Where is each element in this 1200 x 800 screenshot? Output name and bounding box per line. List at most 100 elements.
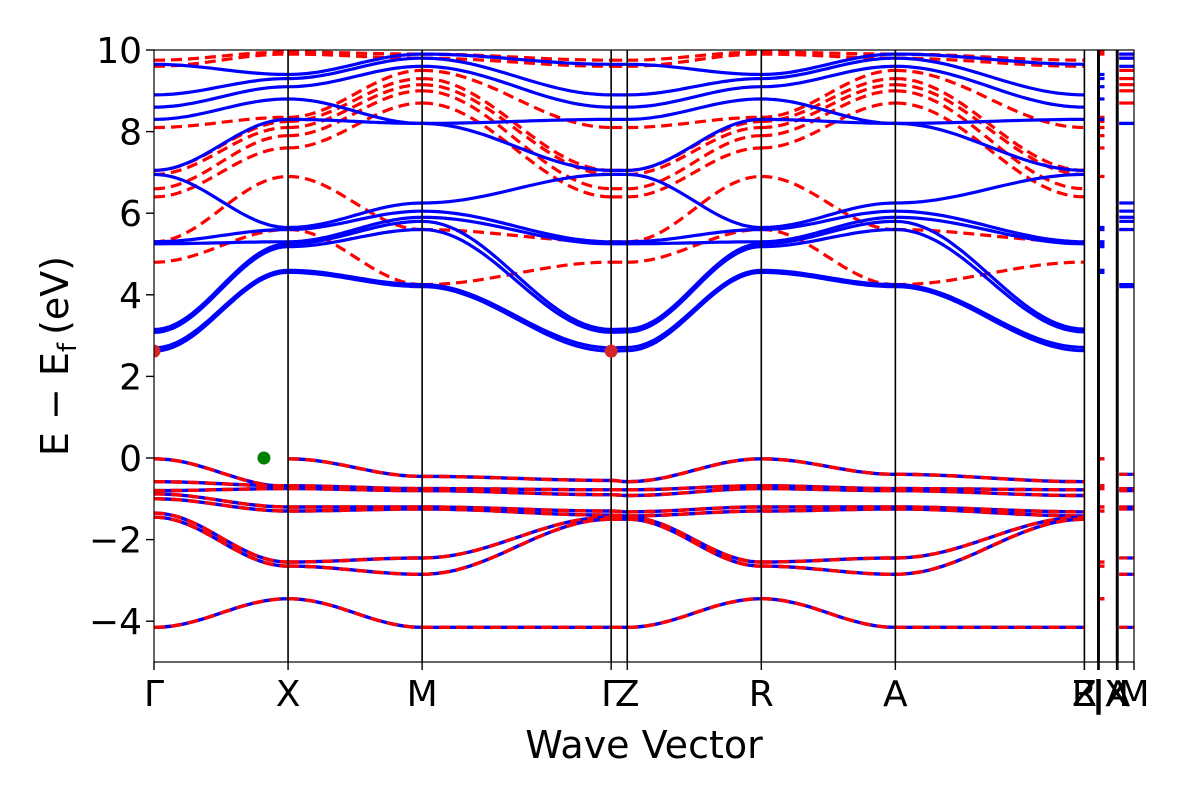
band-spin-down-valence xyxy=(627,505,762,514)
x-tick-label: A xyxy=(883,674,908,715)
band-spin-down-conduction xyxy=(288,68,423,119)
band-spin-down-valence xyxy=(611,509,628,514)
band-spin-down-valence xyxy=(422,486,612,492)
band-spin-up-conduction xyxy=(154,270,289,353)
band-spin-up-conduction xyxy=(422,172,612,205)
plot-frame xyxy=(153,49,1135,663)
band-spin-down-conduction xyxy=(154,50,289,62)
band-spin-up-conduction xyxy=(627,240,762,246)
band-extremum-marker xyxy=(154,344,161,358)
band-spin-down-valence xyxy=(895,486,1085,492)
band-spin-up-conduction xyxy=(288,215,423,244)
band-spin-down-conduction xyxy=(422,56,612,68)
band-spin-up-conduction xyxy=(627,242,762,331)
band-spin-up-conduction xyxy=(154,97,289,121)
band-spin-up-conduction xyxy=(154,77,289,97)
x-tick-label: Γ xyxy=(144,674,164,715)
band-spin-up-conduction xyxy=(422,283,612,350)
band-spin-up-conduction xyxy=(422,209,612,244)
band-spin-down-conduction xyxy=(422,89,612,191)
band-spin-down-valence xyxy=(627,457,762,484)
band-spin-up-conduction xyxy=(895,172,1085,205)
band-spin-down-valence xyxy=(761,556,896,564)
band-spin-up-conduction xyxy=(154,268,289,350)
x-tick-label: R xyxy=(749,674,774,715)
band-spin-down-valence xyxy=(627,484,762,492)
band-spin-up-conduction xyxy=(627,97,762,121)
band-spin-down-valence xyxy=(154,597,289,629)
band-spin-up-conduction xyxy=(422,215,612,246)
band-spin-up-conduction xyxy=(288,97,423,125)
band-spin-up-conduction xyxy=(154,227,289,244)
band-spin-down-valence xyxy=(154,480,289,488)
band-spin-down-valence xyxy=(288,507,423,513)
band-spin-down-valence xyxy=(422,505,612,513)
band-spin-down-valence xyxy=(627,509,762,518)
x-axis-title: Wave Vector xyxy=(525,723,763,767)
y-axis-title-unit: (eV) xyxy=(33,256,77,335)
band-spin-up-conduction xyxy=(895,56,1085,97)
band-spin-up-conduction xyxy=(761,270,896,289)
band-spin-down-conduction xyxy=(761,101,896,150)
y-tick-label: 2 xyxy=(119,357,142,398)
band-spin-down-conduction xyxy=(627,174,762,244)
band-spin-down-conduction xyxy=(154,134,289,191)
band-spin-down-conduction xyxy=(288,227,423,287)
band-spin-up-conduction xyxy=(422,56,612,97)
y-tick-label: −2 xyxy=(89,521,142,562)
band-spin-up-conduction xyxy=(895,285,1085,353)
kpath-lines xyxy=(287,50,1119,662)
band-spin-down-valence xyxy=(627,597,762,629)
band-spin-down-conduction xyxy=(895,56,1085,68)
band-spin-down-conduction xyxy=(895,52,1085,62)
band-spin-up-conduction xyxy=(761,64,896,89)
band-spin-down-valence xyxy=(761,457,896,476)
band-spin-up-conduction xyxy=(288,268,423,287)
band-spin-down-conduction xyxy=(288,89,423,138)
band-spin-up-conduction xyxy=(422,227,612,334)
band-spin-up-conduction xyxy=(761,97,896,125)
band-spin-up-conduction xyxy=(422,219,612,332)
x-tick-label: M xyxy=(407,674,438,715)
band-spin-up-conduction xyxy=(627,270,762,353)
band-spin-up-conduction xyxy=(288,56,423,81)
band-spin-up-conduction xyxy=(154,245,289,334)
band-spin-up-conduction xyxy=(627,268,762,349)
band-spin-up-conduction xyxy=(761,227,896,249)
band-spin-up-conduction xyxy=(761,219,896,246)
band-spin-up-conduction xyxy=(761,268,896,287)
band-spin-down-conduction xyxy=(288,174,423,232)
band-spin-down-conduction xyxy=(895,101,1085,199)
band-spin-down-valence xyxy=(422,515,612,560)
band-spin-up-conduction xyxy=(627,62,762,77)
band-spin-up-conduction xyxy=(895,219,1085,331)
band-spin-up-conduction xyxy=(761,56,896,81)
band-spin-down-conduction xyxy=(761,89,896,138)
band-spin-down-valence xyxy=(895,515,1085,560)
y-axis: −4 −2 0 2 4 6 8 10 xyxy=(89,31,154,643)
band-spin-down-valence xyxy=(154,492,289,509)
band-spin-down-valence xyxy=(611,493,628,498)
band-spin-down-conduction xyxy=(154,227,289,264)
band-spin-down-conduction xyxy=(627,134,762,191)
band-spin-down-valence xyxy=(895,507,1085,518)
extrema-markers xyxy=(154,344,618,465)
band-spin-up-conduction xyxy=(154,117,289,172)
band-spin-down-conduction xyxy=(895,77,1085,172)
band-spin-down-valence xyxy=(761,486,896,493)
band-spin-down-conduction xyxy=(761,52,896,60)
y-tick-label: 6 xyxy=(119,194,142,235)
band-spin-down-valence xyxy=(154,511,289,564)
band-spin-down-conduction xyxy=(154,174,289,244)
band-spin-down-valence xyxy=(288,457,423,479)
band-spin-down-valence xyxy=(761,564,896,576)
band-spin-up-conduction xyxy=(154,242,289,332)
band-spin-down-conduction xyxy=(627,227,762,264)
band-spin-down-conduction xyxy=(761,68,896,119)
band-spin-down-conduction xyxy=(288,83,423,130)
band-extremum-marker xyxy=(604,344,618,358)
band-spin-up-conduction xyxy=(288,52,423,77)
band-spin-down-conduction xyxy=(422,101,612,199)
band-spin-down-valence xyxy=(154,515,289,568)
